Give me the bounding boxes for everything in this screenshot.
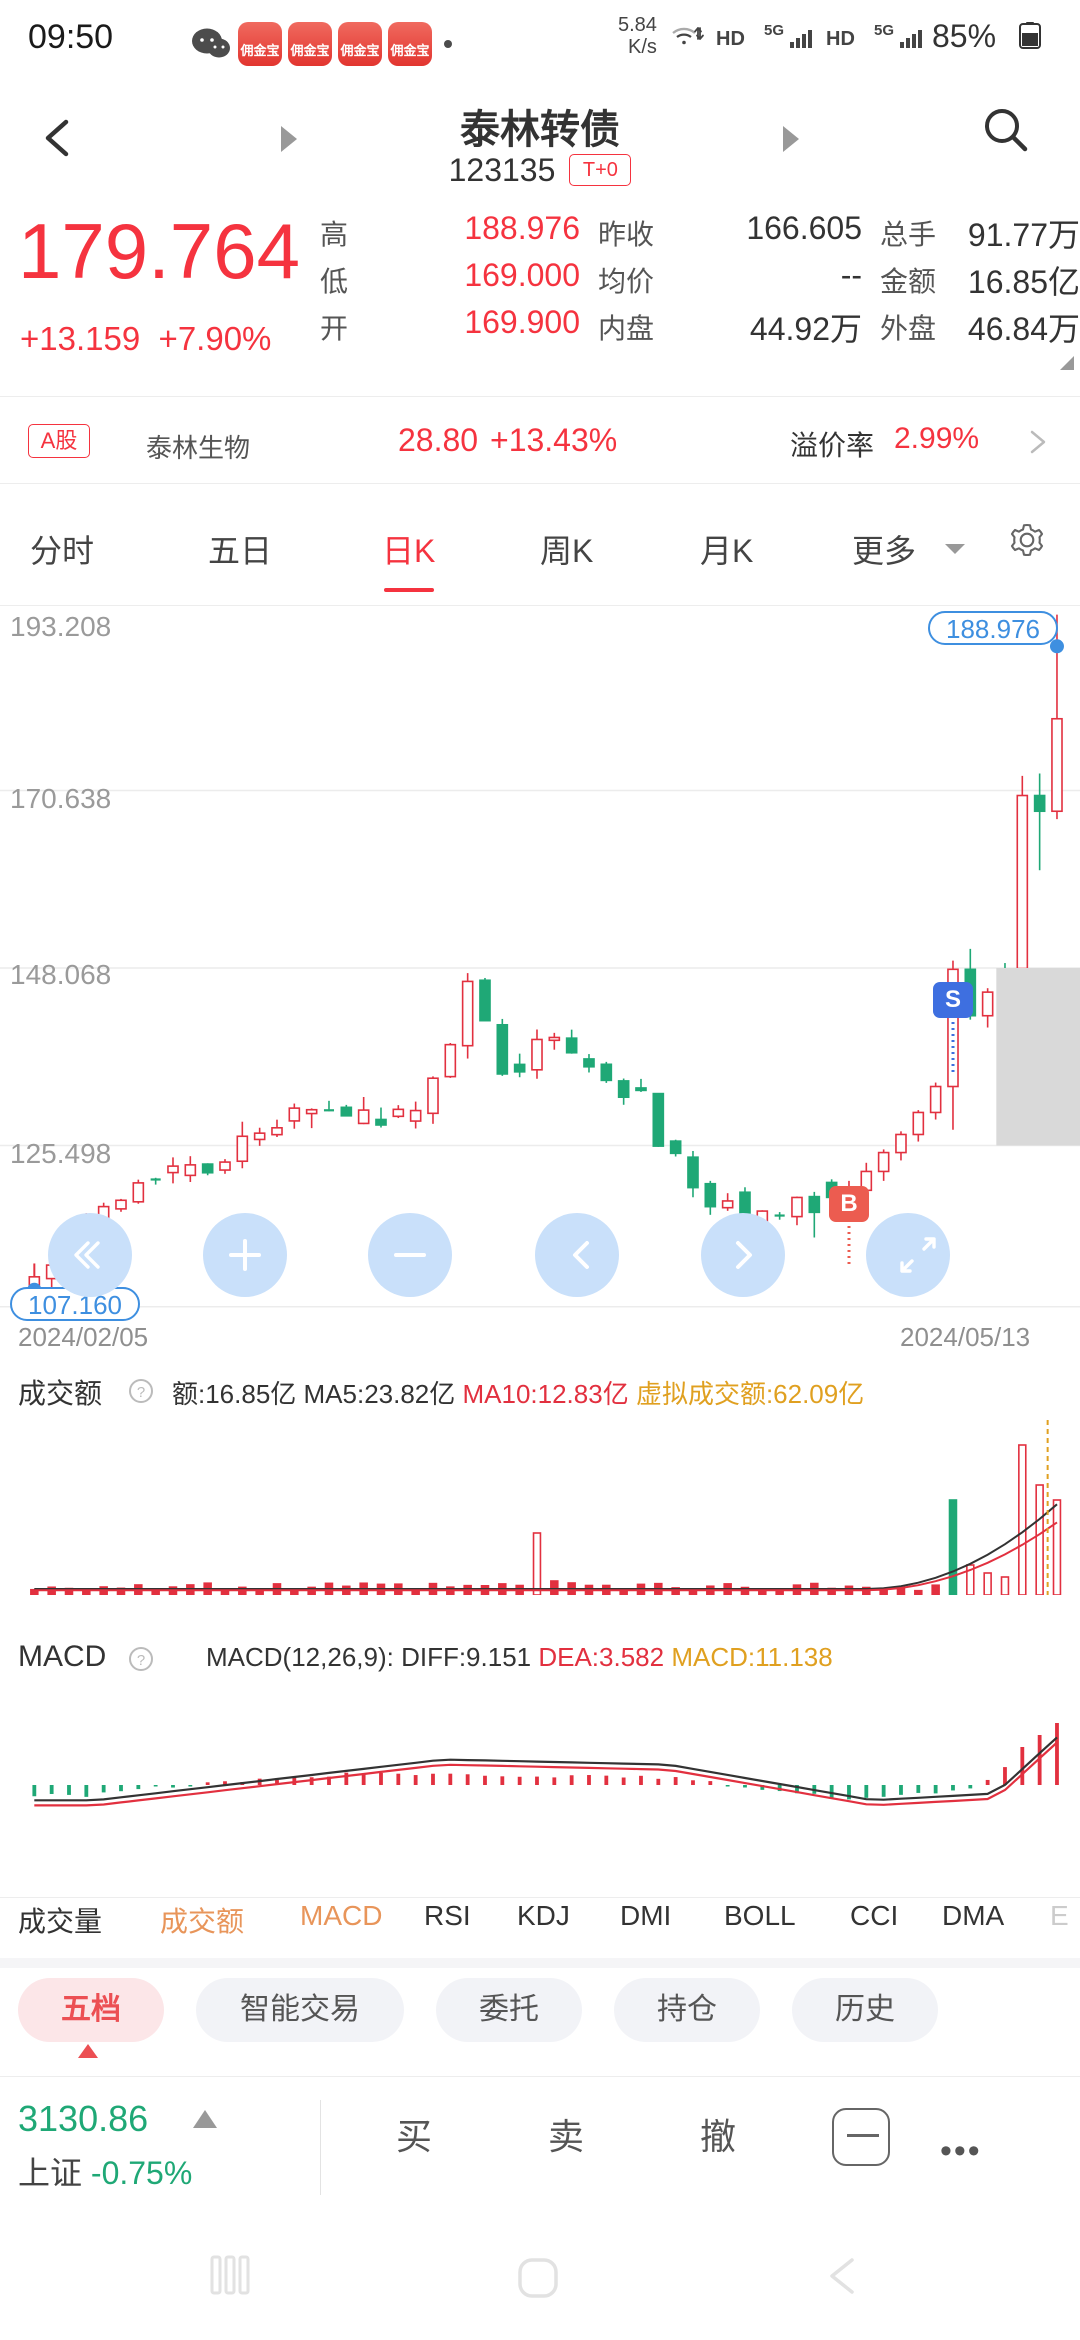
svg-text:?: ? (137, 1384, 145, 1401)
svg-text:?: ? (137, 1652, 145, 1669)
